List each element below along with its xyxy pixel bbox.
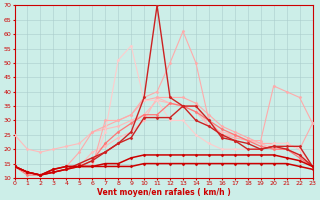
X-axis label: Vent moyen/en rafales ( km/h ): Vent moyen/en rafales ( km/h )	[97, 188, 230, 197]
